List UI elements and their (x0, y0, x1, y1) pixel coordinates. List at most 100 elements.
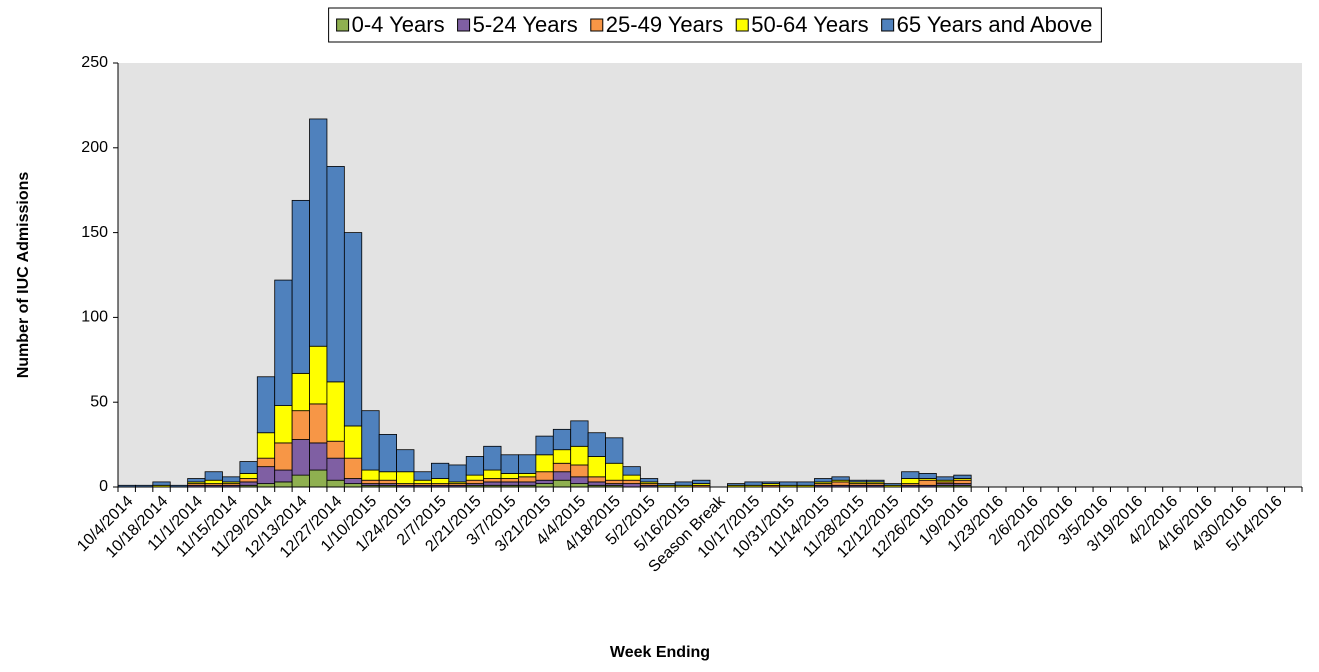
bar-segment (326, 166, 345, 383)
bar-segment (692, 479, 711, 485)
x-axis-title: Week Ending (610, 644, 710, 661)
bar-segment (256, 457, 276, 468)
bar-segment (535, 435, 554, 456)
legend-label: 0-4 Years (352, 12, 445, 37)
bar-segment (361, 479, 380, 485)
y-tick-label: 250 (81, 54, 108, 71)
bar-segment (239, 478, 258, 483)
bar-segment (274, 279, 293, 406)
bar-segment (570, 483, 589, 488)
bar-segment (187, 478, 206, 483)
bar-segment (552, 462, 572, 473)
y-tick-label: 200 (81, 139, 108, 156)
bar-segment (291, 199, 310, 374)
bar-segment (483, 469, 502, 479)
bar-segment (761, 481, 781, 485)
bar-segment (779, 481, 798, 486)
bar-segment (622, 466, 641, 476)
bar-segment (500, 481, 519, 486)
bar-segment (309, 403, 328, 444)
bar-segment (274, 469, 293, 483)
bar-segment (570, 420, 589, 447)
bar-segment (552, 471, 572, 481)
y-tick-label: 150 (81, 224, 108, 241)
bar-segment (291, 410, 310, 440)
bar-segment (535, 471, 554, 481)
bar-segment (343, 483, 363, 488)
bar-segment (814, 478, 833, 483)
bar-segment (291, 439, 310, 476)
bar-segment (291, 474, 310, 488)
bar-segment (935, 476, 955, 481)
bar-segment (587, 432, 606, 457)
legend-swatch (881, 18, 895, 32)
bar-segment (605, 437, 624, 464)
bar-segment (413, 479, 432, 485)
bar-segment (622, 479, 641, 485)
bar-segment (552, 428, 572, 451)
bar-segment (535, 454, 554, 473)
bar-segment (361, 469, 380, 481)
legend-swatch (590, 18, 604, 32)
bar-segment (326, 457, 345, 481)
bar-segment (343, 457, 363, 479)
bar-segment (326, 479, 345, 488)
bar-segment (396, 449, 415, 473)
bar-segment (274, 442, 293, 471)
bar-segment (326, 381, 345, 442)
bar-segment (796, 481, 815, 486)
bar-segment (378, 471, 397, 481)
bar-segment (605, 462, 624, 481)
y-axis-title: Number of IUC Admissions (15, 172, 32, 379)
bar-segment (535, 483, 554, 488)
bar-segment (239, 473, 258, 479)
bar-segment (465, 474, 485, 481)
bar-segment (483, 481, 502, 486)
bar-segment (204, 471, 223, 481)
bar-segment (570, 476, 589, 485)
bar-segment (274, 481, 293, 488)
bar-segment (570, 464, 589, 478)
legend-label: 25-49 Years (606, 12, 723, 37)
bar-segment (552, 449, 572, 464)
bar-segment (256, 466, 276, 485)
bar-segment (309, 345, 328, 405)
bar-segment (448, 464, 467, 483)
bar-segment (918, 479, 937, 486)
bar-segment (309, 469, 328, 488)
legend-label: 5-24 Years (473, 12, 578, 37)
y-tick-label: 0 (99, 478, 108, 495)
bar-segment (483, 478, 502, 483)
bar-segment (535, 479, 554, 485)
bar-segment (727, 483, 746, 486)
bar-segment (953, 479, 972, 485)
bar-segment (744, 481, 763, 486)
bar-segment (639, 478, 659, 483)
bar-segment (274, 405, 293, 444)
bar-segment (901, 478, 920, 485)
bar-segment (343, 232, 363, 427)
legend-swatch (457, 18, 471, 32)
bar-segment (483, 445, 502, 471)
bar-segment (901, 471, 920, 479)
bar-segment (587, 456, 606, 478)
bar-segment (518, 476, 537, 483)
bar-segment (291, 372, 310, 412)
y-tick-label: 50 (90, 393, 108, 410)
bar-segment (239, 481, 258, 486)
bar-segment (413, 471, 432, 481)
bar-segment (518, 473, 537, 478)
bar-segment (500, 473, 519, 479)
bar-segment (866, 479, 885, 483)
y-tick-label: 100 (81, 309, 108, 326)
bar-segment (831, 481, 850, 486)
bar-segment (570, 445, 589, 466)
bar-segment (256, 432, 276, 459)
bar-segment (431, 478, 450, 485)
bar-segment (518, 481, 537, 486)
bar-segment (431, 462, 450, 479)
bar-segment (518, 454, 537, 474)
bar-segment (883, 483, 902, 486)
bar-segment (622, 474, 641, 481)
